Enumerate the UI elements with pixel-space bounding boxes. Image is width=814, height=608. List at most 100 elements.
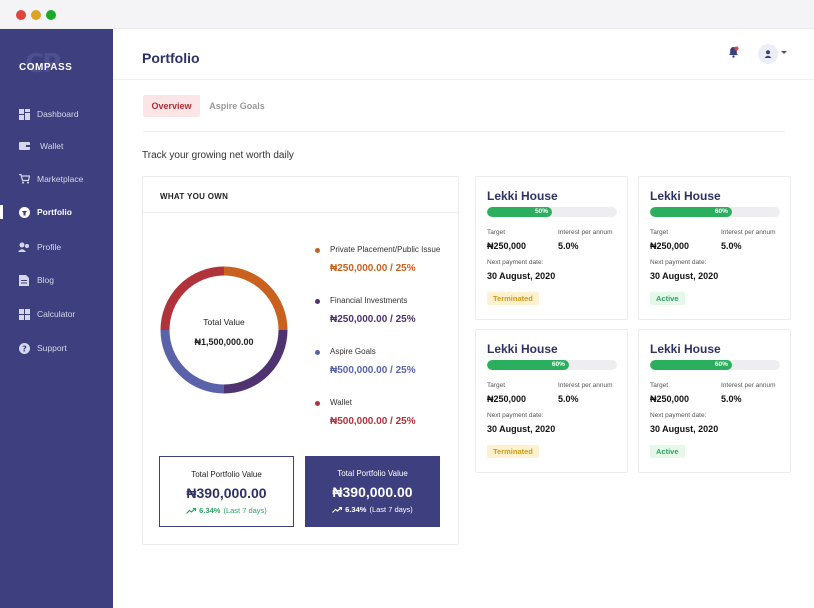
sidebar-item-label: Portfolio	[37, 207, 72, 217]
investment-card[interactable]: Lekki House 50% Target Interest per annu…	[475, 176, 628, 320]
svg-text:?: ?	[22, 344, 27, 353]
chevron-down-icon[interactable]	[781, 51, 787, 54]
total-portfolio-value: ₦390,000.00	[186, 485, 267, 501]
next-payment-date: 30 August, 2020	[487, 424, 556, 434]
investment-card[interactable]: Lekki House 60% Target Interest per annu…	[638, 329, 791, 473]
total-portfolio-value-card[interactable]: Total Portfolio Value ₦390,000.00 6.34% …	[159, 456, 294, 527]
card-header: WHAT YOU OWN	[143, 177, 458, 213]
sidebar-item-label: Support	[37, 343, 67, 353]
target-value: ₦250,000	[487, 241, 527, 251]
progress-label: 60%	[714, 361, 728, 368]
progress-fill: 60%	[650, 207, 732, 217]
avatar[interactable]	[758, 44, 778, 64]
donut-segment-4	[160, 266, 225, 331]
next-payment-label: Next payment date:	[650, 259, 707, 266]
maximize-window-button[interactable]	[46, 10, 56, 20]
card-title: WHAT YOU OWN	[160, 192, 229, 201]
next-payment-label: Next payment date:	[487, 412, 544, 419]
profile-icon	[18, 241, 30, 253]
sidebar-item-label: Blog	[37, 275, 55, 285]
wallet-icon	[18, 140, 30, 152]
sidebar-item-portfolio[interactable]: Portfolio	[0, 201, 113, 223]
investment-title: Lekki House	[487, 342, 558, 356]
cart-icon	[18, 173, 30, 185]
status-badge: Terminated	[487, 445, 539, 458]
blog-icon	[18, 274, 30, 286]
minimize-window-button[interactable]	[31, 10, 41, 20]
change-percent: 6.34%	[345, 505, 367, 514]
sidebar-item-label: Wallet	[40, 141, 64, 151]
trend-up-icon	[186, 507, 197, 514]
target-value: ₦250,000	[650, 241, 690, 251]
sidebar-item-blog[interactable]: Blog	[0, 269, 113, 291]
change-period: (Last 7 days)	[369, 505, 413, 514]
interest-value: 5.0%	[721, 241, 742, 251]
interest-label: Interest per annum	[721, 382, 776, 389]
header-divider	[113, 79, 814, 80]
legend-dot	[315, 350, 320, 355]
legend-name: Aspire Goals	[330, 347, 376, 356]
interest-label: Interest per annum	[558, 382, 613, 389]
total-portfolio-value: ₦390,000.00	[332, 484, 413, 500]
progress-bar: 60%	[487, 360, 617, 370]
target-value: ₦250,000	[487, 394, 527, 404]
target-label: Target	[487, 229, 506, 236]
legend-name: Private Placement/Public Issue	[330, 245, 441, 254]
progress-bar: 60%	[650, 207, 780, 217]
progress-bar: 50%	[487, 207, 617, 217]
target-label: Target	[650, 382, 669, 389]
what-you-own-card: WHAT YOU OWN Total Value ₦1,500,000.00 P…	[142, 176, 459, 545]
portfolio-icon	[18, 206, 30, 218]
portfolio-donut-chart	[160, 266, 288, 394]
investment-card[interactable]: Lekki House 60% Target Interest per annu…	[475, 329, 628, 473]
legend-name: Wallet	[330, 398, 352, 407]
next-payment-label: Next payment date:	[650, 412, 707, 419]
sidebar-item-label: Marketplace	[37, 174, 84, 184]
progress-fill: 50%	[487, 207, 552, 217]
status-badge: Active	[650, 292, 685, 305]
donut-center-label: Total Value	[203, 317, 245, 327]
logo[interactable]: CP COMPASS	[19, 49, 99, 81]
donut-segment-2	[223, 329, 288, 394]
sidebar-item-support[interactable]: ? Support	[0, 337, 113, 359]
sidebar-item-calculator[interactable]: Calculator	[0, 303, 113, 325]
interest-label: Interest per annum	[721, 229, 776, 236]
total-portfolio-label: Total Portfolio Value	[191, 470, 262, 479]
progress-bar: 60%	[650, 360, 780, 370]
legend-value: ₦500,000.00 / 25%	[330, 416, 416, 427]
sidebar-item-marketplace[interactable]: Marketplace	[0, 168, 113, 190]
investment-title: Lekki House	[487, 189, 558, 203]
donut-center-value: ₦1,500,000.00	[194, 337, 254, 347]
support-icon: ?	[18, 342, 30, 354]
target-label: Target	[650, 229, 669, 236]
notification-bell-icon[interactable]	[728, 45, 739, 63]
sidebar-item-label: Calculator	[37, 309, 76, 319]
progress-label: 60%	[551, 361, 565, 368]
tab-overview[interactable]: Overview	[143, 95, 200, 117]
change-percent: 6.34%	[199, 506, 221, 515]
page-title: Portfolio	[142, 50, 200, 66]
sidebar-item-dashboard[interactable]: Dashboard	[0, 103, 113, 125]
investment-card[interactable]: Lekki House 60% Target Interest per annu…	[638, 176, 791, 320]
logo-text: COMPASS	[19, 62, 73, 73]
sidebar-item-label: Profile	[37, 242, 62, 252]
sidebar-item-wallet[interactable]: Wallet	[0, 135, 113, 157]
tabs-divider	[143, 131, 785, 132]
user-icon	[764, 50, 772, 58]
sidebar: CP COMPASS Dashboard Wallet Marketplace …	[0, 29, 113, 608]
dashboard-icon	[18, 108, 30, 120]
legend-value: ₦500,000.00 / 25%	[330, 365, 416, 376]
target-label: Target	[487, 382, 506, 389]
total-portfolio-value-card[interactable]: Total Portfolio Value ₦390,000.00 6.34% …	[305, 456, 440, 527]
interest-value: 5.0%	[558, 394, 579, 404]
legend-dot	[315, 401, 320, 406]
next-payment-date: 30 August, 2020	[650, 271, 719, 281]
header-actions	[728, 44, 739, 64]
trend-up-icon	[332, 506, 343, 513]
close-window-button[interactable]	[16, 10, 26, 20]
tab-aspire-goals[interactable]: Aspire Goals	[209, 101, 265, 111]
total-portfolio-label: Total Portfolio Value	[337, 469, 408, 478]
sidebar-item-profile[interactable]: Profile	[0, 236, 113, 258]
progress-label: 60%	[714, 208, 728, 215]
legend-value: ₦250,000.00 / 25%	[330, 314, 416, 325]
